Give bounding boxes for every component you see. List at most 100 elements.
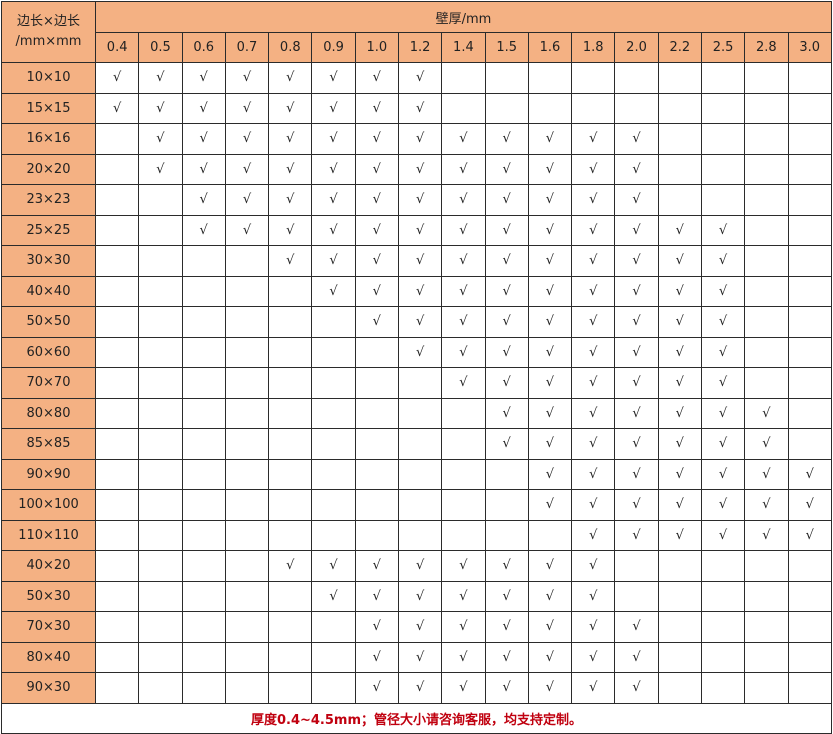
empty-cell [224,275,270,307]
size-label: 40×40 [1,275,96,307]
check-mark: √ [138,62,183,94]
empty-cell [94,489,140,521]
empty-cell [94,306,140,338]
size-header-line1: 边长×边长 [17,14,80,29]
check-mark: √ [787,489,832,521]
table-row: 16×16 √ √ √ √ √ √ √ √ √ √ √ √ [1,123,832,155]
empty-cell [571,62,616,94]
empty-cell [441,489,486,521]
check-mark: √ [614,123,659,155]
empty-cell [181,550,226,582]
thickness-column-header: 0.9 [311,32,356,63]
empty-cell [657,580,702,612]
check-mark: √ [700,519,746,551]
check-mark: √ [657,428,702,460]
empty-cell [94,123,140,155]
check-mark: √ [268,153,313,185]
check-mark: √ [181,92,226,124]
check-mark: √ [397,641,443,673]
check-mark: √ [614,367,659,399]
empty-cell [268,428,313,460]
size-label: 70×30 [1,611,96,643]
empty-cell [787,214,832,246]
thickness-column-header: 0.7 [224,32,270,63]
check-mark: √ [311,580,356,612]
check-mark: √ [354,306,399,338]
table-row: 100×100 √ √ √ √ √ √ √ [1,489,832,521]
check-mark: √ [700,428,746,460]
empty-cell [224,367,270,399]
empty-cell [744,62,789,94]
empty-cell [657,153,702,185]
empty-cell [787,62,832,94]
check-mark: √ [484,184,529,216]
empty-cell [354,489,399,521]
empty-cell [657,184,702,216]
check-mark: √ [484,245,529,277]
check-mark: √ [614,275,659,307]
empty-cell [700,123,746,155]
size-label: 90×90 [1,458,96,490]
empty-cell [657,672,702,704]
empty-cell [441,397,486,429]
empty-cell [224,397,270,429]
check-mark: √ [484,550,529,582]
empty-cell [787,550,832,582]
empty-cell [441,458,486,490]
check-mark: √ [571,519,616,551]
empty-cell [484,62,529,94]
empty-cell [224,580,270,612]
empty-cell [94,428,140,460]
empty-cell [354,428,399,460]
check-mark: √ [311,275,356,307]
empty-cell [744,336,789,368]
check-mark: √ [700,367,746,399]
empty-cell [268,367,313,399]
check-mark: √ [354,92,399,124]
check-mark: √ [571,489,616,521]
empty-cell [700,672,746,704]
size-label: 30×30 [1,245,96,277]
check-mark: √ [700,275,746,307]
empty-cell [268,306,313,338]
check-mark: √ [527,336,573,368]
empty-cell [354,519,399,551]
empty-cell [441,62,486,94]
check-mark: √ [224,153,270,185]
empty-cell [224,306,270,338]
check-mark: √ [354,214,399,246]
empty-cell [181,519,226,551]
empty-cell [484,519,529,551]
empty-cell [138,275,183,307]
check-mark: √ [744,458,789,490]
check-mark: √ [527,184,573,216]
empty-cell [268,275,313,307]
check-mark: √ [614,153,659,185]
empty-cell [484,92,529,124]
empty-cell [224,550,270,582]
check-mark: √ [614,306,659,338]
check-mark: √ [571,397,616,429]
table-row: 23×23 √ √ √ √ √ √ √ √ √ √ √ [1,184,832,216]
empty-cell [138,580,183,612]
check-mark: √ [138,123,183,155]
check-mark: √ [311,62,356,94]
empty-cell [527,92,573,124]
check-mark: √ [527,275,573,307]
thickness-column-header: 2.0 [614,32,659,63]
empty-cell [744,580,789,612]
empty-cell [354,397,399,429]
thickness-column-header: 0.5 [138,32,183,63]
empty-cell [614,62,659,94]
empty-cell [224,458,270,490]
check-mark: √ [614,214,659,246]
empty-cell [700,184,746,216]
check-mark: √ [268,92,313,124]
check-mark: √ [571,672,616,704]
check-mark: √ [268,123,313,155]
empty-cell [268,611,313,643]
empty-cell [268,641,313,673]
empty-cell [94,184,140,216]
check-mark: √ [571,550,616,582]
check-mark: √ [94,92,140,124]
